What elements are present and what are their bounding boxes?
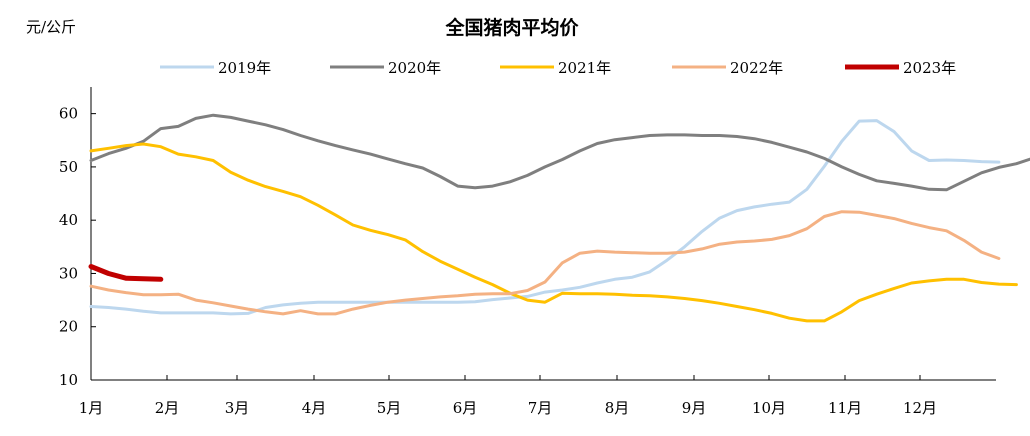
x-tick-label: 11月 (828, 399, 862, 417)
chart-legend: 2019年 2020年 2021年 2022年 2023年 (160, 59, 956, 77)
series-line-3 (89, 142, 1018, 323)
y-axis-unit-label: 元/公斤 (26, 18, 76, 36)
x-tick-label: 5月 (377, 399, 402, 417)
y-tick-label: 10 (59, 371, 78, 389)
y-tick-label: 20 (59, 318, 78, 336)
legend-label: 2022年 (730, 59, 783, 77)
chart-series (88, 113, 1030, 323)
x-tick-label: 10月 (752, 399, 786, 417)
x-tick-label: 7月 (528, 399, 553, 417)
x-tick-label: 12月 (903, 399, 937, 417)
x-tick-label: 9月 (682, 399, 707, 417)
legend-label: 2020年 (388, 59, 441, 77)
x-tick-label: 4月 (302, 399, 327, 417)
series-line-5 (88, 264, 164, 282)
legend-label: 2023年 (903, 59, 956, 77)
legend-label: 2021年 (558, 59, 611, 77)
series-line-2 (89, 113, 1030, 192)
y-tick-label: 30 (59, 264, 78, 282)
y-tick-label: 60 (59, 105, 78, 123)
x-tick-label: 3月 (225, 399, 250, 417)
chart-title: 全国猪肉平均价 (444, 16, 579, 39)
series-line-1 (89, 119, 1001, 316)
y-tick-label: 40 (59, 211, 78, 229)
x-tick-label: 1月 (79, 399, 104, 417)
x-tick-label: 2月 (155, 399, 180, 417)
legend-label: 2019年 (218, 59, 271, 77)
series-line-4 (89, 210, 1001, 316)
x-tick-label: 8月 (605, 399, 630, 417)
y-tick-label: 50 (59, 158, 78, 176)
chart-axes: 10 20 30 40 50 60 1月 2月 3月 4月 5月 6月 7月 8月 9月 10月 11月 12月 (59, 87, 996, 417)
x-tick-label: 6月 (453, 399, 478, 417)
